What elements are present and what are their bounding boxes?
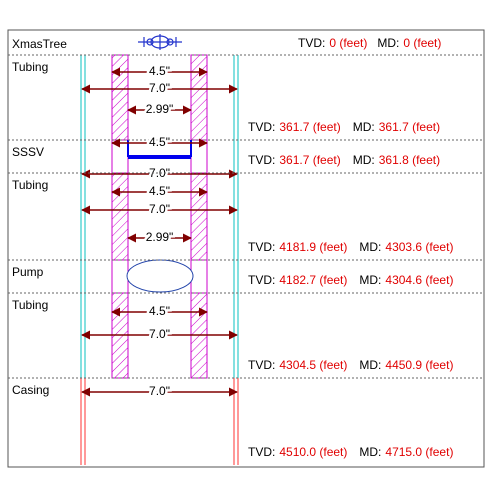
dimension-label: 7.0" <box>149 327 170 341</box>
dimension-label: 7.0" <box>149 384 170 398</box>
md-value: 4450.9 (feet) <box>385 358 453 372</box>
tvd-label: TVD: <box>298 36 325 50</box>
section-label: Tubing <box>12 60 48 74</box>
dimension-label: 4.5" <box>149 304 170 318</box>
md-label: MD: <box>359 273 381 287</box>
md-value: 361.8 (feet) <box>379 153 440 167</box>
tubing-wall <box>111 54 129 379</box>
depth-info: TVD: 361.7 (feet) MD: 361.7 (feet) <box>248 120 440 134</box>
dimension-label: 4.5" <box>149 184 170 198</box>
tvd-value: 0 (feet) <box>329 36 367 50</box>
md-value: 4303.6 (feet) <box>385 240 453 254</box>
pump <box>126 259 194 293</box>
tvd-label: TVD: <box>248 240 275 254</box>
md-label: MD: <box>353 153 375 167</box>
section-label: Pump <box>12 265 44 279</box>
md-value: 4715.0 (feet) <box>385 445 453 459</box>
depth-info: TVD: 4304.5 (feet) MD: 4450.9 (feet) <box>248 358 453 372</box>
depth-info: TVD: 4181.9 (feet) MD: 4303.6 (feet) <box>248 240 453 254</box>
tvd-value: 361.7 (feet) <box>279 120 340 134</box>
tvd-label: TVD: <box>248 358 275 372</box>
pump-housing <box>111 259 129 294</box>
depth-info: TVD: 0 (feet) MD: 0 (feet) <box>298 36 441 50</box>
md-value: 0 (feet) <box>403 36 441 50</box>
dimension-label: 2.99" <box>146 102 174 116</box>
tubing-wall <box>190 54 208 379</box>
tvd-value: 4510.0 (feet) <box>279 445 347 459</box>
dimension-label: 7.0" <box>149 166 170 180</box>
depth-info: TVD: 4182.7 (feet) MD: 4304.6 (feet) <box>248 273 453 287</box>
md-label: MD: <box>359 358 381 372</box>
section-label: Casing <box>12 383 49 397</box>
md-label: MD: <box>359 240 381 254</box>
tvd-value: 4181.9 (feet) <box>279 240 347 254</box>
section-label: Tubing <box>12 298 48 312</box>
tvd-value: 4182.7 (feet) <box>279 273 347 287</box>
tvd-value: 361.7 (feet) <box>279 153 340 167</box>
md-label: MD: <box>377 36 399 50</box>
dimension-label: 7.0" <box>149 202 170 216</box>
section-label: XmasTree <box>12 37 67 51</box>
section-label: Tubing <box>12 178 48 192</box>
content: XmasTree TVD: 0 (feet) MD: 0 (feet) Tubing 4.5… <box>8 36 484 459</box>
dimension-label: 4.5" <box>149 135 170 149</box>
frame <box>7 29 485 468</box>
xmas-tree-icon <box>138 34 182 50</box>
depth-info: TVD: 361.7 (feet) MD: 361.8 (feet) <box>248 153 440 167</box>
tvd-value: 4304.5 (feet) <box>279 358 347 372</box>
dimension-label: 2.99" <box>146 230 174 244</box>
tvd-label: TVD: <box>248 445 275 459</box>
dimension-label: 4.5" <box>149 64 170 78</box>
section-label: SSSV <box>12 145 44 159</box>
tvd-label: TVD: <box>248 153 275 167</box>
md-label: MD: <box>359 445 381 459</box>
tvd-label: TVD: <box>248 120 275 134</box>
md-value: 4304.6 (feet) <box>385 273 453 287</box>
dimension-label: 7.0" <box>149 81 170 95</box>
casing-wall <box>80 55 239 378</box>
md-value: 361.7 (feet) <box>379 120 440 134</box>
tvd-label: TVD: <box>248 273 275 287</box>
depth-info: TVD: 4510.0 (feet) MD: 4715.0 (feet) <box>248 445 453 459</box>
md-label: MD: <box>353 120 375 134</box>
